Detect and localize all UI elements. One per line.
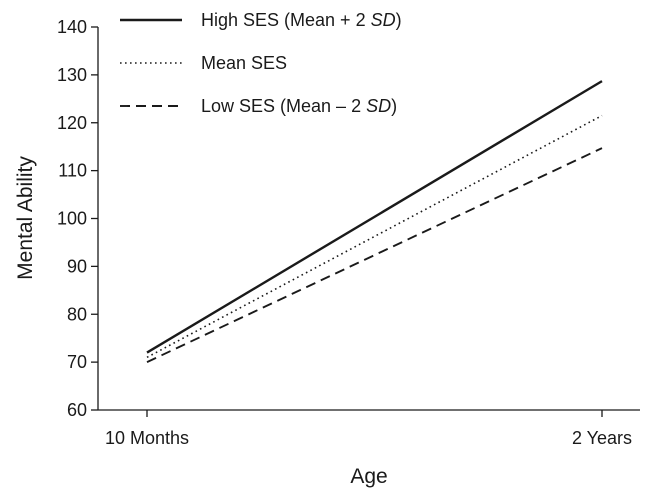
axes xyxy=(97,27,640,411)
series-line-low-ses xyxy=(146,147,603,363)
y-tick-label: 110 xyxy=(58,161,87,181)
legend-label: Mean SES xyxy=(201,53,287,73)
x-ticks: 10 Months 2 Years xyxy=(105,410,632,448)
y-tick-label: 100 xyxy=(57,209,87,229)
y-axis-title: Mental Ability xyxy=(14,156,37,280)
legend-item-high-ses: High SES (Mean + 2 SD) xyxy=(120,10,402,30)
y-tick-label: 130 xyxy=(57,65,87,85)
legend-label: Low SES (Mean – 2 SD) xyxy=(201,96,397,116)
x-tick-label: 10 Months xyxy=(105,428,189,448)
legend-label: High SES (Mean + 2 SD) xyxy=(201,10,402,30)
y-tick-label: 60 xyxy=(67,400,87,420)
y-tick-label: 90 xyxy=(67,256,87,276)
legend-item-low-ses: Low SES (Mean – 2 SD) xyxy=(120,96,397,116)
y-ticks: 60 70 80 90 100 110 120 130 140 xyxy=(57,17,98,420)
legend: High SES (Mean + 2 SD) Mean SES Low SES (M… xyxy=(120,10,402,116)
x-tick-label: 2 Years xyxy=(572,428,632,448)
y-tick-label: 120 xyxy=(57,113,87,133)
y-tick-label: 80 xyxy=(67,304,87,324)
y-tick-label: 140 xyxy=(57,17,87,37)
x-axis-title: Age xyxy=(350,465,387,488)
legend-item-mean-ses: Mean SES xyxy=(120,53,287,73)
y-tick-label: 70 xyxy=(67,352,87,372)
series-lines xyxy=(146,80,603,363)
series-line-high-ses xyxy=(146,80,603,354)
series-line-mean-ses xyxy=(146,114,603,359)
